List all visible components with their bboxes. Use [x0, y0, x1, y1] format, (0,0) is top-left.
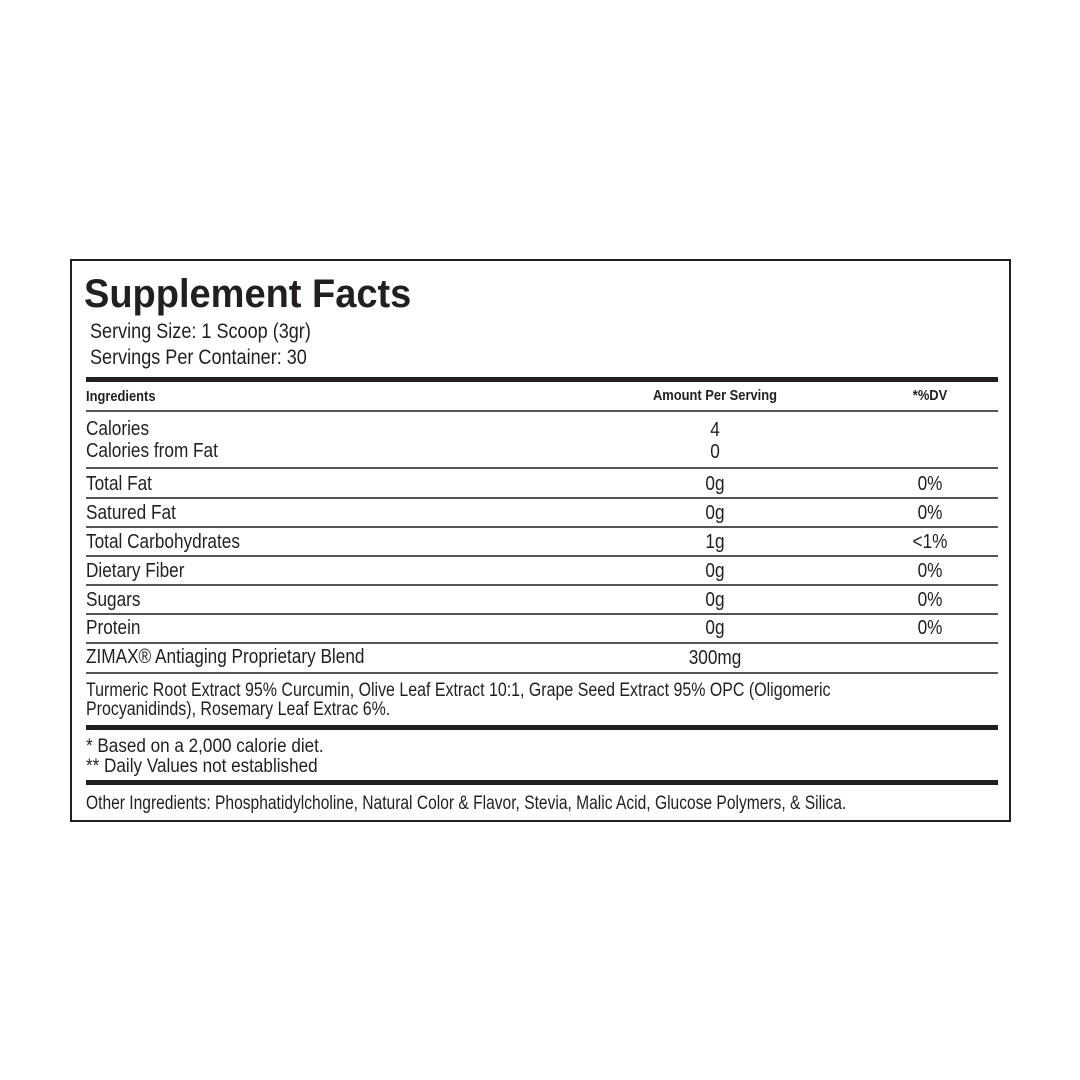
- divider: [86, 613, 998, 615]
- divider: [86, 377, 998, 382]
- supplement-facts-panel: Supplement Facts Serving Size: 1 Scoop (…: [70, 259, 1011, 822]
- row-name: Calories from Fat: [86, 440, 218, 462]
- row-dv: <1%: [912, 531, 948, 553]
- divider: [86, 497, 998, 499]
- panel-title: Supplement Facts: [84, 272, 412, 316]
- row-name: Protein: [86, 617, 141, 639]
- divider: [86, 780, 998, 785]
- divider: [86, 555, 998, 557]
- row-dv: 0%: [917, 589, 943, 611]
- divider: [86, 672, 998, 674]
- divider: [86, 467, 998, 469]
- footnote: * Based on a 2,000 calorie diet.: [86, 736, 324, 757]
- row-dv: 0%: [917, 617, 943, 639]
- row-amount: 1g: [705, 531, 725, 553]
- row-amount: 300mg: [688, 647, 742, 669]
- header-amount: Amount Per Serving: [652, 387, 778, 404]
- divider: [86, 725, 998, 730]
- serving-size: Serving Size: 1 Scoop (3gr): [90, 320, 311, 343]
- other-ingredients: Other Ingredients: Phosphatidylcholine, …: [86, 793, 847, 814]
- row-name: Total Fat: [86, 473, 152, 495]
- servings-per-container: Servings Per Container: 30: [90, 346, 307, 369]
- row-amount: 0: [710, 441, 720, 463]
- footnote: ** Daily Values not established: [86, 756, 318, 777]
- row-name: ZIMAX® Antiaging Proprietary Blend: [86, 646, 365, 668]
- row-amount: 0g: [705, 589, 725, 611]
- divider: [86, 526, 998, 528]
- divider: [86, 410, 998, 412]
- header-dv: *%DV: [912, 387, 948, 404]
- row-name: Calories: [86, 418, 150, 440]
- header-ingredients: Ingredients: [86, 388, 156, 405]
- row-dv: 0%: [917, 560, 943, 582]
- row-amount: 0g: [705, 617, 725, 639]
- row-amount: 0g: [705, 473, 725, 495]
- row-amount: 0g: [705, 560, 725, 582]
- row-amount: 0g: [705, 502, 725, 524]
- row-name: Satured Fat: [86, 502, 176, 524]
- row-dv: 0%: [917, 502, 943, 524]
- row-name: Sugars: [86, 589, 141, 611]
- divider: [86, 584, 998, 586]
- row-name: Total Carbohydrates: [86, 531, 240, 553]
- blend-ingredients-line: Procyanidinds), Rosemary Leaf Extrac 6%.: [86, 699, 391, 720]
- row-name: Dietary Fiber: [86, 560, 185, 582]
- row-amount: 4: [710, 419, 720, 441]
- blend-ingredients-line: Turmeric Root Extract 95% Curcumin, Oliv…: [86, 680, 831, 701]
- row-dv: 0%: [917, 473, 943, 495]
- divider: [86, 642, 998, 644]
